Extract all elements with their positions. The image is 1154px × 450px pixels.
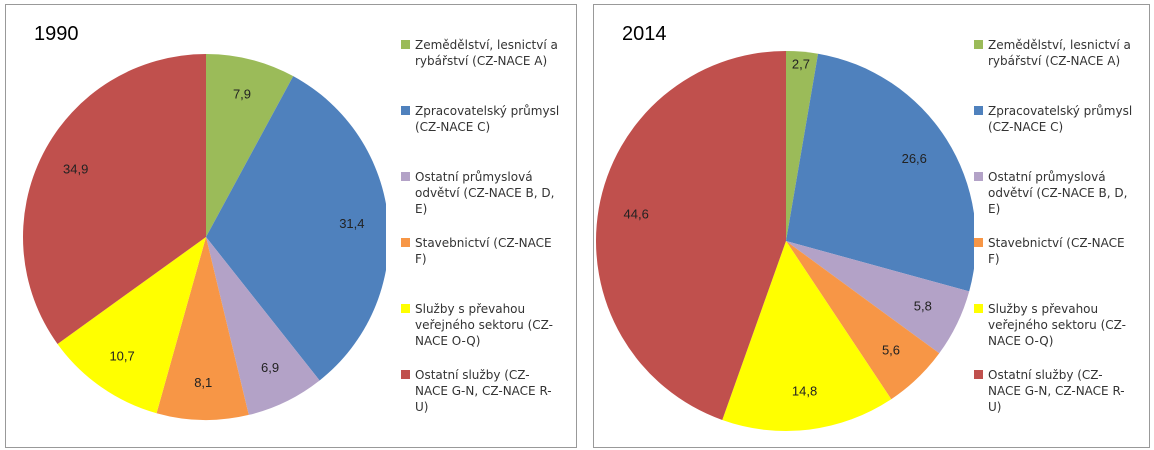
legend-swatch [974,172,983,181]
legend-label: Ostatní služby (CZ-NACE G-N, CZ-NACE R-U… [988,368,1125,414]
legend-swatch [401,238,410,247]
legend-label: Ostatní průmyslová odvětví (CZ-NACE B, D… [988,170,1128,216]
data-label: 6,9 [261,360,279,375]
legend-label: Zpracovatelský průmysl (CZ-NACE C) [988,104,1133,134]
data-label: 26,6 [902,151,927,166]
legend-swatch [974,238,983,247]
pie-slice [786,53,974,292]
legend-label: Stavebnictví (CZ-NACE F) [988,236,1125,266]
data-label: 44,6 [624,207,649,222]
legend-label: Služby s převahou veřejného sektoru (CZ-… [988,302,1127,348]
chart-title: 1990 [34,23,79,45]
legend-item: Ostatní služby (CZ-NACE G-N, CZ-NACE R-U… [401,367,561,433]
legend-label: Služby s převahou veřejného sektoru (CZ-… [415,302,554,348]
pie-slice [786,51,819,241]
legend-swatch [974,304,983,313]
legend-item: Služby s převahou veřejného sektoru (CZ-… [401,301,561,367]
pie-slice [722,241,892,431]
legend: Zemědělství, lesnictví a rybářství (CZ-N… [401,37,561,433]
data-label: 8,1 [194,375,212,390]
legend-label: Ostatní služby (CZ-NACE G-N, CZ-NACE R-U… [415,368,552,414]
legend-item: Zpracovatelský průmysl (CZ-NACE C) [401,103,561,169]
pie-slice [57,237,207,414]
data-label: 2,7 [792,56,810,71]
data-label: 14,8 [792,383,817,398]
pie-chart: 7,9 31,4 6,9 8,1 10,7 34,9 [23,54,386,420]
legend-swatch [401,172,410,181]
legend-label: Zemědělství, lesnictví a rybářství (CZ-N… [415,38,558,68]
legend-item: Stavebnictví (CZ-NACE F) [974,235,1134,301]
legend-item: Zpracovatelský průmysl (CZ-NACE C) [974,103,1134,169]
legend-label: Zemědělství, lesnictví a rybářství (CZ-N… [988,38,1131,68]
legend-swatch [974,370,983,379]
pie-slice [156,237,249,420]
pie-slice [206,76,386,381]
legend-swatch [401,40,410,49]
legend-item: Zemědělství, lesnictví a rybářství (CZ-N… [974,37,1134,103]
legend: Zemědělství, lesnictví a rybářství (CZ-N… [974,37,1134,433]
legend-swatch [974,40,983,49]
chart-panel: 7,9 31,4 6,9 8,1 10,7 34,9 1990 Zemědělství, le… [5,4,577,448]
legend-item: Ostatní služby (CZ-NACE G-N, CZ-NACE R-U… [974,367,1134,433]
legend-item: Zemědělství, lesnictví a rybářství (CZ-N… [401,37,561,103]
legend-swatch [401,370,410,379]
legend-swatch [401,304,410,313]
data-label: 34,9 [63,162,88,177]
data-label: 5,6 [882,342,900,357]
chart-panel: 2,7 26,6 5,8 5,6 14,8 44,6 2014 Zemědělství, le… [593,4,1150,448]
data-label: 31,4 [339,216,364,231]
legend-label: Ostatní průmyslová odvětví (CZ-NACE B, D… [415,170,555,216]
chart-title: 2014 [622,23,667,45]
pie-slice [23,54,207,344]
data-label: 7,9 [233,87,251,102]
legend-item: Ostatní průmyslová odvětví (CZ-NACE B, D… [401,169,561,235]
pie-slice [206,54,294,237]
pie-slice [206,237,320,415]
legend-item: Služby s převahou veřejného sektoru (CZ-… [974,301,1134,367]
legend-item: Stavebnictví (CZ-NACE F) [401,235,561,301]
pie-slice [786,241,940,400]
legend-item: Ostatní průmyslová odvětví (CZ-NACE B, D… [974,169,1134,235]
data-label: 5,8 [914,299,932,314]
pie-slice [595,51,786,420]
data-label: 10,7 [109,348,134,363]
legend-label: Stavebnictví (CZ-NACE F) [415,236,552,266]
legend-swatch [401,106,410,115]
legend-swatch [974,106,983,115]
pie-chart: 2,7 26,6 5,8 5,6 14,8 44,6 [595,51,974,431]
legend-label: Zpracovatelský průmysl (CZ-NACE C) [415,104,560,134]
pie-slice [786,241,970,354]
